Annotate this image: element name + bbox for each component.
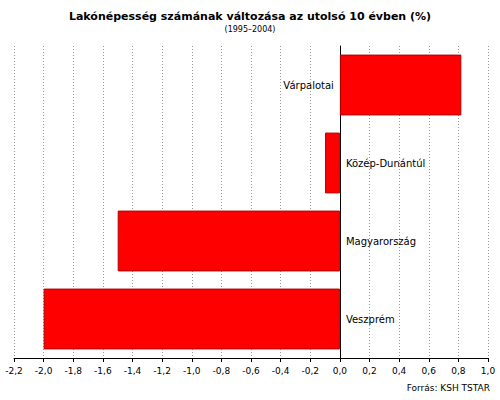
svg-text:0,8: 0,8 <box>451 366 466 376</box>
svg-text:Magyarország: Magyarország <box>346 236 416 247</box>
svg-text:0,6: 0,6 <box>422 366 437 376</box>
svg-text:-1,2: -1,2 <box>153 366 171 376</box>
svg-text:Forrás: KSH TSTAR: Forrás: KSH TSTAR <box>407 383 490 393</box>
svg-text:Várpalotai: Várpalotai <box>283 80 334 91</box>
svg-text:-0,2: -0,2 <box>301 366 319 376</box>
svg-text:-0,8: -0,8 <box>213 366 231 376</box>
svg-text:-0,4: -0,4 <box>272 366 290 376</box>
svg-text:(1995–2004): (1995–2004) <box>225 25 276 34</box>
svg-text:0,0: 0,0 <box>333 366 348 376</box>
svg-text:1,0: 1,0 <box>481 366 496 376</box>
svg-text:0,2: 0,2 <box>362 366 376 376</box>
svg-text:-2,2: -2,2 <box>5 366 23 376</box>
svg-text:-1,6: -1,6 <box>94 366 112 376</box>
svg-text:Közép-Dunántúl: Közép-Dunántúl <box>346 158 425 169</box>
svg-text:-0,6: -0,6 <box>242 366 260 376</box>
svg-text:-1,8: -1,8 <box>64 366 82 376</box>
svg-text:Lakónépesség számának változás: Lakónépesség számának változása az utols… <box>69 10 431 23</box>
svg-text:Veszprém: Veszprém <box>346 314 395 325</box>
svg-text:-1,4: -1,4 <box>124 366 142 376</box>
svg-text:0,4: 0,4 <box>392 366 407 376</box>
svg-text:-2,0: -2,0 <box>35 366 53 376</box>
svg-text:-1,0: -1,0 <box>183 366 201 376</box>
